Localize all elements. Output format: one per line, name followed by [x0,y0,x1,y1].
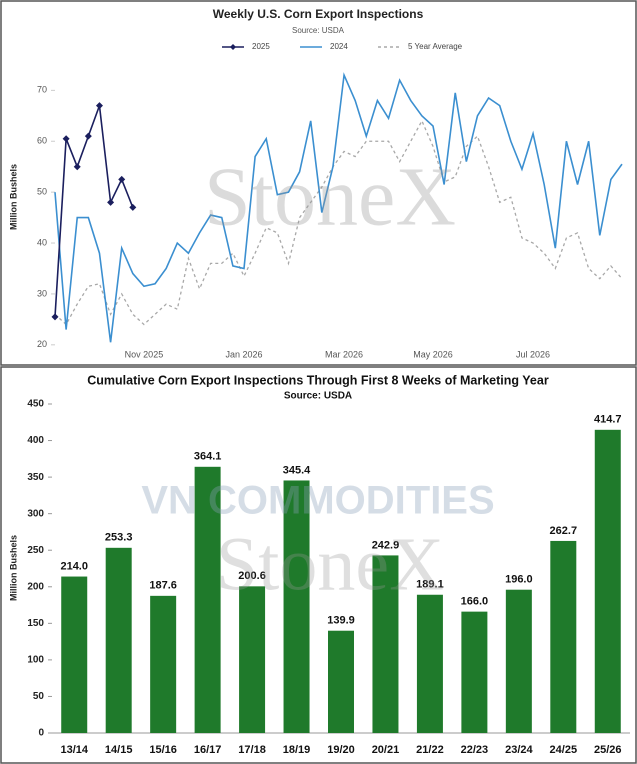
data-label: 187.6 [149,580,177,592]
x-tick-label: May 2026 [413,349,453,359]
series-line [54,105,134,317]
x-tick-label: 24/25 [550,744,578,756]
panel-border [0,366,637,764]
x-tick-label: 16/17 [194,744,222,756]
y-axis-label: Million Bushels [8,535,18,601]
y-tick-label: 50 [33,691,45,702]
data-label: 166.0 [461,596,489,608]
x-tick-label: 23/24 [505,744,533,756]
line-chart: Weekly U.S. Corn Export Inspections Sour… [0,0,637,366]
data-label: 214.0 [60,560,88,572]
point [84,132,92,140]
point [95,102,103,110]
data-label: 196.0 [505,574,533,586]
x-tick-label: Jan 2026 [225,349,262,359]
x-tick-label: 19/20 [327,744,355,756]
chart-subtitle: Source: USDA [284,391,352,402]
data-label: 253.3 [105,532,133,544]
bar [150,595,177,733]
data-label: 345.4 [283,464,311,476]
point [118,175,126,183]
data-label: 139.9 [327,615,355,627]
y-tick-label: 300 [27,508,44,519]
x-tick-label: 25/26 [594,744,622,756]
bar [461,611,488,733]
x-tick-label: Mar 2026 [325,349,363,359]
y-tick-label: 200 [27,581,44,592]
bar [550,540,577,733]
x-tick-label: 20/21 [372,744,400,756]
y-tick-label: 0 [38,728,44,739]
y-tick-label: 50 [37,187,47,197]
y-tick-label: 450 [27,399,44,410]
data-label: 200.6 [238,570,266,582]
y-tick-label: 30 [37,288,47,298]
data-label: 364.1 [194,451,222,463]
legend-label: 2024 [330,42,348,51]
series-line [54,119,623,326]
y-tick-label: 60 [37,136,47,146]
y-tick-label: 400 [27,435,44,446]
point [73,163,81,171]
x-tick-label: 17/18 [238,744,266,756]
y-tick-label: 20 [37,339,47,349]
series-line [54,72,623,343]
data-label: 242.9 [372,539,400,551]
point [129,203,137,211]
x-tick-label: 14/15 [105,744,133,756]
bar [328,630,354,733]
legend-label: 2025 [252,42,270,51]
x-tick-label: Jul 2026 [516,349,550,359]
x-tick-label: Nov 2025 [125,349,164,359]
legend-marker [230,44,236,50]
y-tick-label: 250 [27,545,44,556]
bar [239,586,266,733]
bar [283,480,310,733]
chart-title: Cumulative Corn Export Inspections Throu… [87,373,549,387]
bar [194,466,221,733]
data-label: 262.7 [550,525,578,537]
chart-subtitle: Source: USDA [292,26,345,35]
x-tick-label: 13/14 [60,744,88,756]
data-label: 189.1 [416,579,444,591]
bar [61,576,88,733]
bar [505,589,532,733]
bar [416,594,443,733]
bar [372,555,399,733]
y-tick-label: 100 [27,655,44,666]
point [51,313,59,321]
bar [594,429,621,733]
y-tick-label: 350 [27,472,44,483]
chart-title: Weekly U.S. Corn Export Inspections [213,7,424,21]
point [62,135,70,143]
y-axis-label: Million Bushels [8,164,18,230]
legend-label: 5 Year Average [408,42,463,51]
y-tick-label: 40 [37,237,47,247]
bar [105,547,132,733]
x-tick-label: 21/22 [416,744,444,756]
x-tick-label: 15/16 [149,744,177,756]
bar-chart: Cumulative Corn Export Inspections Throu… [0,366,637,764]
y-tick-label: 150 [27,618,44,629]
y-tick-label: 70 [37,85,47,95]
x-tick-label: 18/19 [283,744,311,756]
x-tick-label: 22/23 [461,744,489,756]
point [107,198,115,206]
data-label: 414.7 [594,414,622,426]
